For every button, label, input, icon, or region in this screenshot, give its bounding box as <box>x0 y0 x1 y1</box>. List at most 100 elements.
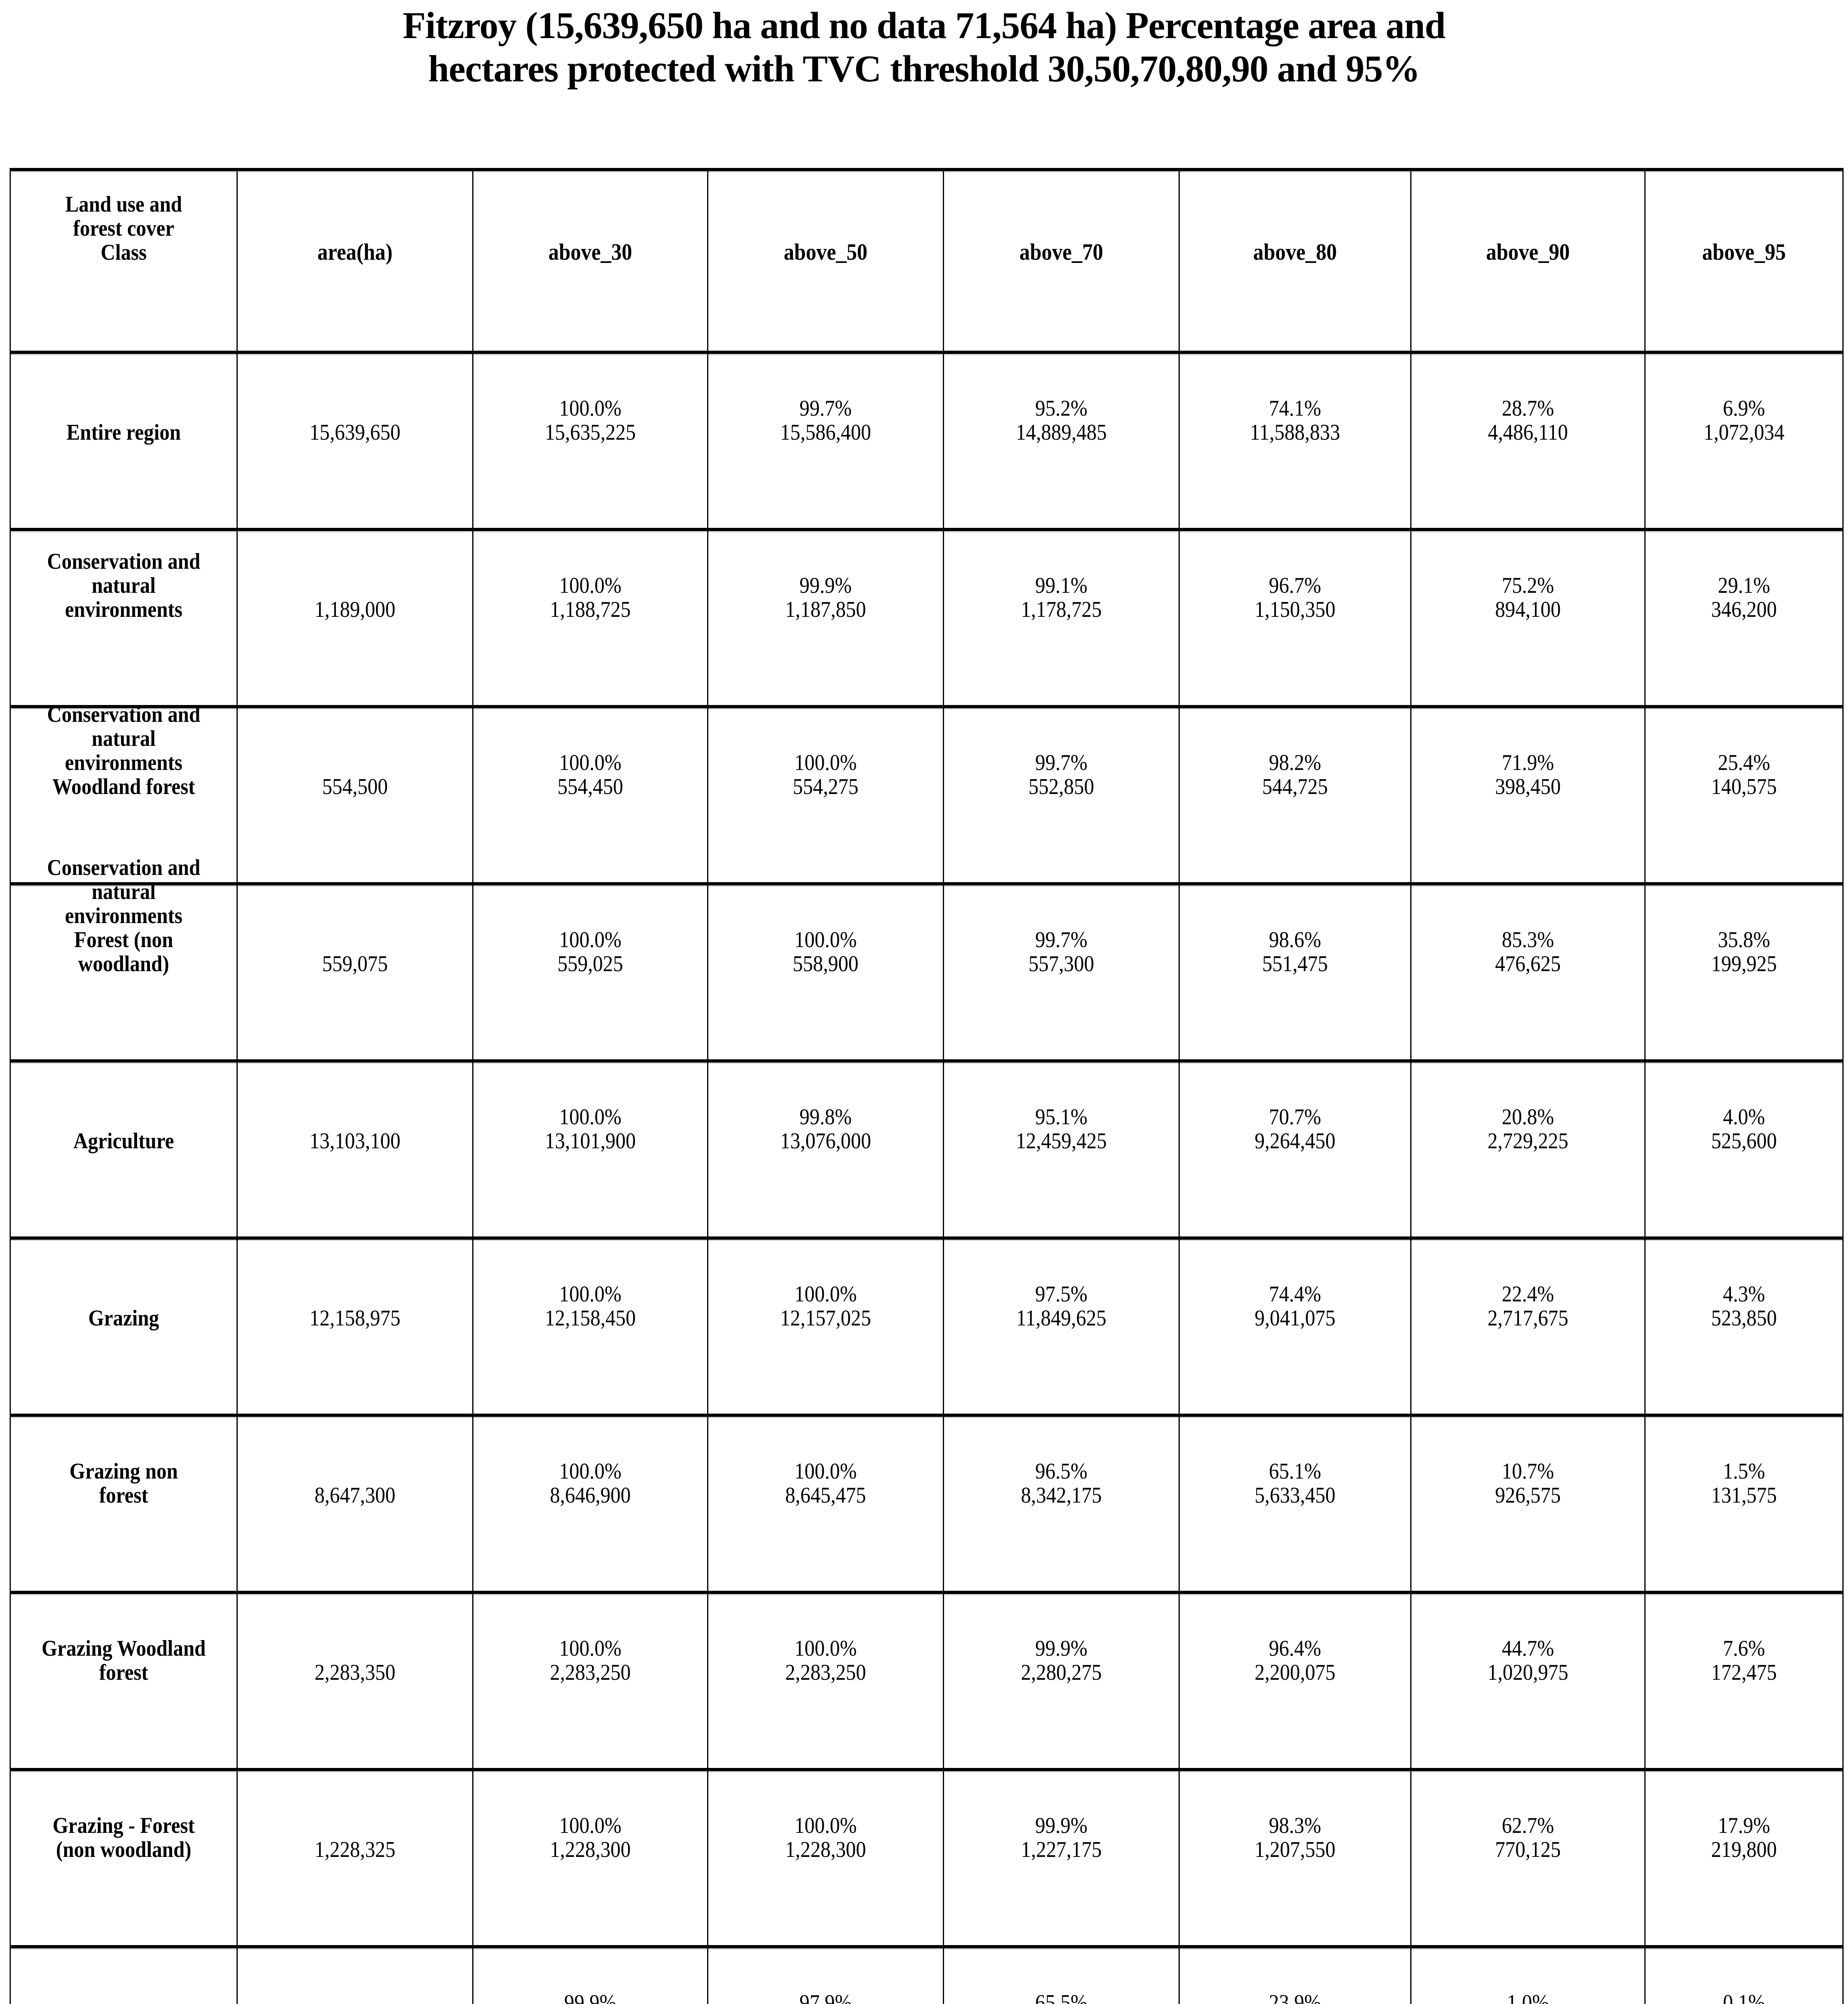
area-value: 15,639,650 <box>309 420 400 445</box>
percent-value: 75.2% <box>1502 573 1554 598</box>
value-cell: 74.1% 11,588,833 <box>1179 351 1411 531</box>
value-anchor: 95.1% 12,459,425 <box>956 1105 1167 1153</box>
value-cell: 100.0% 8,645,475 <box>707 1414 944 1594</box>
percent-value: 1.5% <box>1723 1459 1765 1484</box>
area-value: 2,283,350 <box>314 1660 396 1685</box>
hectares-value: 1,228,300 <box>550 1837 631 1862</box>
percent-value: 85.3% <box>1502 927 1554 952</box>
table-header: Land use and forest cover Class area(ha) a… <box>10 168 1844 354</box>
hectares-value: 1,187,850 <box>785 597 866 622</box>
value-anchor: 100.0% 554,275 <box>720 751 931 799</box>
column-header-class: Land use and forest cover Class <box>10 168 238 354</box>
hectares-value: 554,275 <box>793 774 859 799</box>
value-anchor: 96.7% 1,150,350 <box>1191 574 1399 622</box>
area-cell: 15,639,650 <box>237 351 473 531</box>
percent-value: 99.9% <box>1035 1813 1088 1838</box>
area-cell: 1,189,000 <box>237 528 473 708</box>
hectares-value: 2,283,250 <box>550 1660 631 1685</box>
value-cell: 10.7% 926,575 <box>1410 1414 1646 1594</box>
tvc-threshold-table: Land use and forest cover Class area(ha) a… <box>10 168 1844 2004</box>
percent-value: 100.0% <box>559 750 622 775</box>
percent-value: 4.0% <box>1723 1104 1765 1129</box>
value-anchor: 17.9% 219,800 <box>1656 1814 1833 1862</box>
header-anchor: area(ha) <box>249 239 461 265</box>
hectares-value: 894,100 <box>1495 597 1561 622</box>
area-value: 13,103,100 <box>309 1128 400 1154</box>
percent-value: 100.0% <box>794 1459 857 1484</box>
value-anchor: 100.0% 12,157,025 <box>720 1282 931 1330</box>
hectares-value: 15,635,225 <box>545 420 636 445</box>
value-anchor: 98.2% 544,725 <box>1191 751 1399 799</box>
value-cell: 74.4% 9,041,075 <box>1179 1236 1411 1417</box>
hectares-value: 1,207,550 <box>1254 1837 1336 1862</box>
table-row: Conservation and natural environments Wo… <box>10 703 1844 885</box>
hectares-value: 140,575 <box>1711 774 1777 799</box>
value-cell: 99.7% 552,850 <box>943 705 1180 885</box>
value-cell: 100.0% 1,188,725 <box>472 528 708 708</box>
value-anchor: 22.4% 2,717,675 <box>1423 1282 1633 1330</box>
area-anchor: 12,158,975 <box>249 1306 461 1330</box>
page-title: Fitzroy (15,639,650 ha and no data 71,56… <box>0 4 1848 91</box>
hectares-value: 523,850 <box>1711 1305 1777 1331</box>
percent-value: 99.7% <box>1035 927 1088 952</box>
value-cell: 71.9% 398,450 <box>1410 705 1646 885</box>
value-cell: 65.1% 5,633,450 <box>1179 1414 1411 1594</box>
value-anchor: 74.4% 9,041,075 <box>1191 1282 1399 1330</box>
value-cell: 99.7% 557,300 <box>943 882 1180 1063</box>
percent-value: 96.7% <box>1269 573 1321 598</box>
value-anchor: 99.9% 2,280,275 <box>956 1636 1167 1685</box>
percent-value: 96.5% <box>1035 1459 1088 1484</box>
row-label-cell: Conservation and natural environments Fo… <box>10 856 238 1063</box>
column-header-above_80: above_80 <box>1179 168 1411 354</box>
value-anchor: 99.1% 1,178,725 <box>956 574 1167 622</box>
column-header-label: above_50 <box>784 238 867 265</box>
value-cell: 97.9%795,425 <box>707 1945 944 2004</box>
value-cell: 95.1% 12,459,425 <box>943 1059 1180 1240</box>
row-label-cell: Grazing non forest <box>10 1414 238 1594</box>
header-anchor: above_30 <box>485 239 696 265</box>
area-anchor: 1,228,325 <box>249 1838 461 1862</box>
table-row: Grazing Woodland forest 2,283,350 100.0% 2,… <box>10 1591 1844 1771</box>
value-cell: 98.3% 1,207,550 <box>1179 1768 1411 1948</box>
label-anchor: Entire region <box>22 420 225 444</box>
hectares-value: 2,280,275 <box>1021 1660 1102 1685</box>
value-cell: 100.0% 8,646,900 <box>472 1414 708 1594</box>
value-anchor: 100.0% 15,635,225 <box>485 396 696 444</box>
table-row: Cropping812,825 99.9%812,300 97.9%795,425 6… <box>10 1945 1844 2004</box>
hectares-value: 2,729,225 <box>1487 1128 1569 1154</box>
row-label-cell: Agriculture <box>10 1059 238 1240</box>
value-anchor: 0.1%1,150 <box>1656 1991 1833 2004</box>
value-cell: 99.7% 15,586,400 <box>707 351 944 531</box>
percent-value: 71.9% <box>1502 750 1554 775</box>
hectares-value: 4,486,110 <box>1488 420 1568 445</box>
hectares-value: 346,200 <box>1711 597 1777 622</box>
percent-value: 98.6% <box>1269 927 1321 952</box>
value-cell: 22.4% 2,717,675 <box>1410 1236 1646 1417</box>
hectares-value: 770,125 <box>1495 1837 1561 1862</box>
label-anchor: Grazing Woodland forest <box>22 1636 225 1685</box>
value-cell: 95.2% 14,889,485 <box>943 351 1180 531</box>
percent-value: 100.0% <box>559 1281 622 1307</box>
value-cell: 100.0% 15,635,225 <box>472 351 708 531</box>
value-cell: 25.4% 140,575 <box>1644 705 1844 885</box>
label-anchor: Conservation and natural environments Fo… <box>22 856 225 976</box>
value-cell: 100.0% 2,283,250 <box>707 1591 944 1771</box>
hectares-value: 558,900 <box>793 951 859 976</box>
value-cell: 96.7% 1,150,350 <box>1179 528 1411 708</box>
percent-value: 100.0% <box>794 1813 857 1838</box>
row-label: Agriculture <box>73 1128 174 1154</box>
value-cell: 100.0% 1,228,300 <box>472 1768 708 1948</box>
value-anchor: 100.0% 559,025 <box>485 928 696 976</box>
value-cell: 44.7% 1,020,975 <box>1410 1591 1646 1771</box>
column-header-label: above_90 <box>1486 238 1570 265</box>
value-anchor: 100.0% 558,900 <box>720 928 931 976</box>
hectares-value: 2,283,250 <box>785 1660 866 1685</box>
value-cell: 35.8% 199,925 <box>1644 882 1844 1063</box>
value-cell: 28.7% 4,486,110 <box>1410 351 1646 531</box>
hectares-value: 14,889,485 <box>1016 420 1107 445</box>
percent-value: 23.9% <box>1269 1990 1321 2004</box>
value-anchor: 98.6% 551,475 <box>1191 928 1399 976</box>
column-header-above_70: above_70 <box>943 168 1180 354</box>
value-cell: 6.9% 1,072,034 <box>1644 351 1844 531</box>
value-anchor: 98.3% 1,207,550 <box>1191 1814 1399 1862</box>
